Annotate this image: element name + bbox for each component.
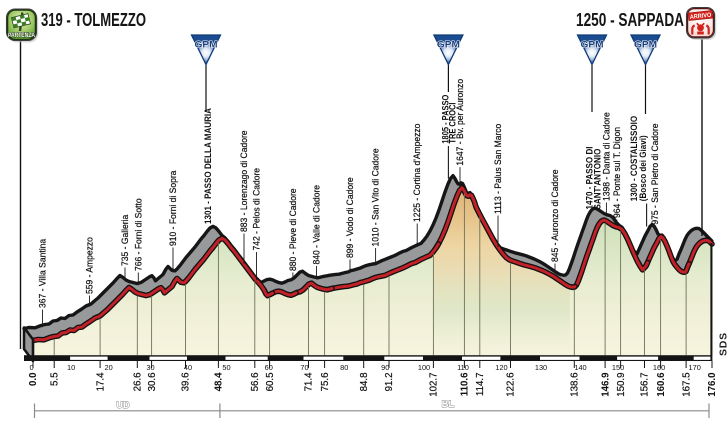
svg-text:964 - Ponte sul T. Digon: 964 - Ponte sul T. Digon: [611, 127, 622, 218]
svg-text:1470 - PASSO DI: 1470 - PASSO DI: [584, 146, 595, 209]
svg-text:17.4: 17.4: [95, 372, 106, 391]
svg-text:102.7: 102.7: [429, 373, 440, 397]
svg-text:140: 140: [574, 363, 586, 372]
svg-text:(Bosco dei Giavi): (Bosco dei Giavi): [637, 135, 648, 201]
svg-text:56.6: 56.6: [250, 373, 261, 392]
svg-text:975 - San Pietro di Cadore: 975 - San Pietro di Cadore: [650, 124, 661, 225]
svg-text:GPM: GPM: [581, 40, 604, 50]
svg-text:0: 0: [29, 363, 33, 372]
svg-text:910 - Forni di Sopra: 910 - Forni di Sopra: [168, 170, 179, 246]
svg-text:146.9: 146.9: [600, 372, 611, 397]
svg-text:130: 130: [535, 363, 547, 372]
svg-text:48.4: 48.4: [214, 372, 225, 391]
svg-text:735 - Galleria: 735 - Galleria: [120, 214, 131, 266]
svg-text:90: 90: [381, 363, 389, 372]
svg-text:1300 - COSTALISSOIO: 1300 - COSTALISSOIO: [628, 116, 639, 201]
svg-text:SDS: SDS: [718, 332, 728, 356]
svg-text:40: 40: [184, 363, 192, 372]
svg-text:840 - Valle di Cadore: 840 - Valle di Cadore: [311, 185, 322, 265]
svg-text:120: 120: [495, 363, 507, 372]
svg-text:60.5: 60.5: [265, 373, 276, 392]
svg-text:PARTENZA: PARTENZA: [8, 32, 35, 39]
svg-text:160: 160: [653, 363, 665, 372]
svg-text:110.6: 110.6: [460, 372, 471, 396]
svg-text:150.9: 150.9: [616, 373, 627, 397]
svg-text:114.7: 114.7: [475, 373, 486, 397]
svg-text:1250 - SAPPADA: 1250 - SAPPADA: [576, 9, 684, 30]
svg-text:GPM: GPM: [195, 40, 218, 50]
svg-text:160.6: 160.6: [656, 372, 667, 397]
svg-text:1225 - Cortina d'Ampezzo: 1225 - Cortina d'Ampezzo: [412, 124, 423, 222]
svg-text:1647 - Bv. per Auronzo: 1647 - Bv. per Auronzo: [455, 79, 466, 166]
svg-text:559 - Ampezzo: 559 - Ampezzo: [84, 237, 95, 294]
svg-text:883 - Lorenzago di Cadore: 883 - Lorenzago di Cadore: [239, 130, 250, 232]
svg-text:GPM: GPM: [634, 40, 657, 50]
svg-text:122.6: 122.6: [506, 373, 517, 397]
svg-text:742 - Pelos di Cadore: 742 - Pelos di Cadore: [251, 168, 262, 251]
svg-text:84.8: 84.8: [359, 373, 370, 392]
svg-text:1113 - Palus San Marco: 1113 - Palus San Marco: [493, 124, 504, 214]
svg-text:367 - Villa Santina: 367 - Villa Santina: [37, 238, 48, 308]
svg-text:167.5: 167.5: [681, 373, 692, 397]
svg-text:70: 70: [300, 363, 308, 372]
svg-text:80: 80: [340, 363, 348, 372]
svg-text:110: 110: [457, 363, 469, 372]
svg-text:30.6: 30.6: [147, 373, 158, 392]
svg-text:39.6: 39.6: [181, 373, 192, 392]
svg-text:1010 - San Vito di Cadore: 1010 - San Vito di Cadore: [370, 148, 381, 246]
svg-text:75.6: 75.6: [320, 373, 331, 392]
svg-text:20: 20: [104, 363, 112, 372]
svg-text:100: 100: [418, 363, 430, 372]
svg-text:71.4: 71.4: [304, 372, 315, 391]
svg-text:766 - Forni di Sotto: 766 - Forni di Sotto: [133, 198, 144, 271]
svg-text:10: 10: [67, 363, 75, 372]
svg-text:0.0: 0.0: [28, 373, 39, 386]
svg-text:150: 150: [612, 363, 624, 372]
svg-text:156.7: 156.7: [640, 373, 651, 397]
svg-text:50: 50: [222, 363, 230, 372]
svg-text:899 - Vodo di Cadore: 899 - Vodo di Cadore: [345, 177, 356, 258]
svg-text:176.0: 176.0: [707, 373, 718, 397]
svg-text:ARRIVO: ARRIVO: [690, 12, 712, 21]
svg-text:1398 - Danta di Cadore: 1398 - Danta di Cadore: [601, 112, 612, 201]
svg-text:1301 - PASSO DELLA MAURIA: 1301 - PASSO DELLA MAURIA: [203, 107, 214, 224]
svg-text:170: 170: [689, 363, 701, 372]
svg-text:60: 60: [265, 363, 273, 372]
svg-text:845 - Auronzo di Cadore: 845 - Auronzo di Cadore: [550, 169, 561, 262]
svg-text:880 - Pieve di Cadore: 880 - Pieve di Cadore: [287, 188, 298, 271]
svg-text:UD: UD: [116, 400, 130, 411]
svg-text:138.6: 138.6: [570, 373, 581, 397]
svg-text:5.5: 5.5: [49, 373, 60, 386]
svg-text:30: 30: [146, 363, 154, 372]
svg-text:26.6: 26.6: [133, 373, 144, 392]
svg-text:SANT'ANTONIO: SANT'ANTONIO: [592, 149, 603, 210]
svg-text:BL: BL: [442, 399, 455, 410]
svg-text:GPM: GPM: [437, 40, 460, 50]
svg-text:1805 - PASSO: 1805 - PASSO: [440, 94, 451, 143]
svg-text:319 - TOLMEZZO: 319 - TOLMEZZO: [41, 9, 146, 30]
svg-text:91.2: 91.2: [384, 373, 395, 392]
svg-text:TRE CROCI: TRE CROCI: [447, 102, 458, 143]
